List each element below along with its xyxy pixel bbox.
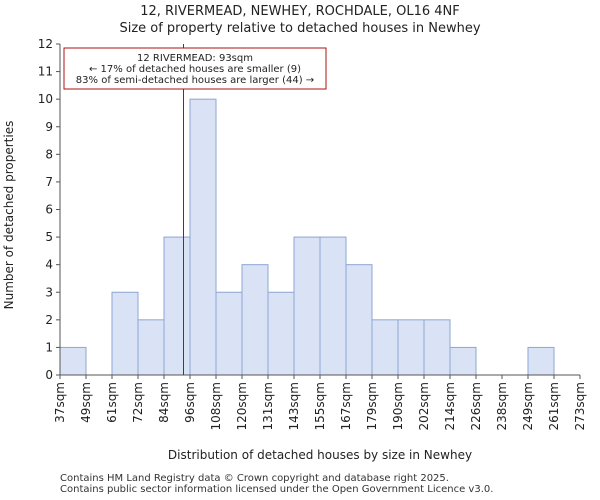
bar-131sqm xyxy=(267,291,295,376)
bar-249sqm xyxy=(527,346,555,376)
x-tick-label: 155sqm xyxy=(313,382,327,430)
chart-subtitle: Size of property relative to detached ho… xyxy=(119,21,481,36)
x-tick-label: 249sqm xyxy=(521,382,535,430)
annotation-line-1: 12 RIVERMEAD: 93sqm xyxy=(137,53,253,64)
x-tick-label: 202sqm xyxy=(417,382,431,430)
bar-120sqm xyxy=(241,264,269,376)
x-tick-label: 167sqm xyxy=(339,382,353,430)
y-tick-label: 2 xyxy=(45,313,53,327)
y-tick-label: 11 xyxy=(38,65,53,79)
footer-line-1: Contains HM Land Registry data © Crown c… xyxy=(60,473,449,484)
footer-line-2: Contains public sector information licen… xyxy=(60,484,494,495)
y-tick-label: 5 xyxy=(45,230,53,244)
x-tick-label: 108sqm xyxy=(209,382,223,430)
x-tick-label: 120sqm xyxy=(235,382,249,430)
y-tick-label: 0 xyxy=(45,368,53,382)
x-tick-label: 238sqm xyxy=(495,382,509,430)
chart-title: 12, RIVERMEAD, NEWHEY, ROCHDALE, OL16 4N… xyxy=(140,4,460,19)
annotation-line-3: 83% of semi-detached houses are larger (… xyxy=(76,75,314,86)
x-tick-label: 143sqm xyxy=(287,382,301,430)
x-tick-label: 96sqm xyxy=(183,382,197,423)
bar-155sqm xyxy=(319,236,347,376)
bar-202sqm xyxy=(423,319,451,376)
y-tick-label: 3 xyxy=(45,285,53,299)
bar-108sqm xyxy=(215,291,243,376)
x-tick-label: 226sqm xyxy=(469,382,483,430)
x-tick-label: 261sqm xyxy=(547,382,561,430)
bar-37sqm xyxy=(59,346,87,376)
bar-61sqm xyxy=(111,291,139,376)
bar-143sqm xyxy=(293,236,321,376)
x-tick-label: 190sqm xyxy=(391,382,405,430)
y-tick-label: 6 xyxy=(45,203,53,217)
y-tick-label: 1 xyxy=(45,340,53,354)
bar-179sqm xyxy=(371,319,399,376)
x-tick-label: 214sqm xyxy=(443,382,457,430)
bar-167sqm xyxy=(345,264,373,376)
y-axis-label: Number of detached properties xyxy=(2,121,16,310)
x-tick-label: 37sqm xyxy=(53,382,67,423)
y-tick-label: 10 xyxy=(38,92,53,106)
y-tick-label: 8 xyxy=(45,147,53,161)
bar-190sqm xyxy=(397,319,425,376)
y-tick-label: 12 xyxy=(38,37,53,51)
bar-96sqm xyxy=(189,98,217,376)
x-tick-label: 72sqm xyxy=(131,382,145,423)
bar-84sqm xyxy=(163,236,191,376)
y-tick-label: 7 xyxy=(45,175,53,189)
x-tick-label: 84sqm xyxy=(157,382,171,423)
x-tick-label: 49sqm xyxy=(79,382,93,423)
x-axis-label: Distribution of detached houses by size … xyxy=(168,448,472,462)
x-tick-label: 179sqm xyxy=(365,382,379,430)
y-tick-label: 4 xyxy=(45,258,53,272)
bar-214sqm xyxy=(449,346,477,376)
x-tick-label: 131sqm xyxy=(261,382,275,430)
annotation-box xyxy=(63,47,327,90)
y-tick-label: 9 xyxy=(45,120,53,134)
bar-72sqm xyxy=(137,319,165,376)
x-tick-label: 61sqm xyxy=(105,382,119,423)
x-tick-label: 273sqm xyxy=(573,382,587,430)
annotation-line-2: ← 17% of detached houses are smaller (9) xyxy=(89,64,301,75)
